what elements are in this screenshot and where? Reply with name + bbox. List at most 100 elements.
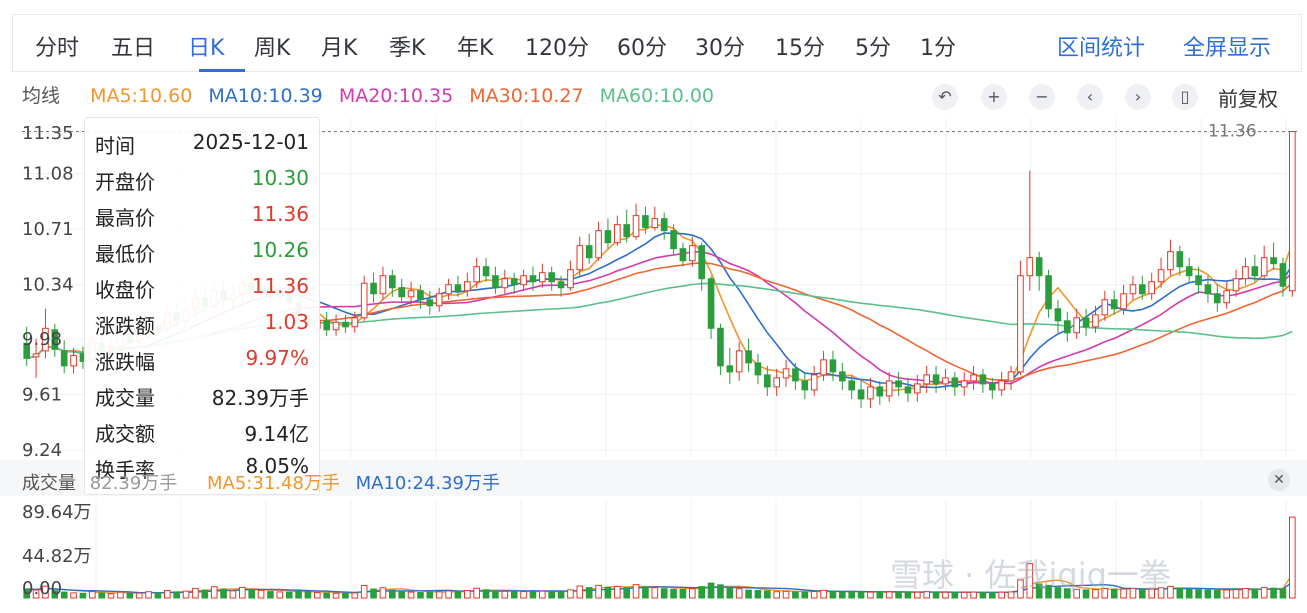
undo-icon[interactable]: ↶ [932, 84, 958, 110]
volume-bar [717, 584, 724, 599]
candle-body [885, 380, 893, 397]
candle-body [689, 245, 696, 262]
volume-bar [70, 592, 77, 599]
candle-body [332, 321, 340, 331]
volume-bar [932, 591, 940, 599]
range-stats-button[interactable]: 区间统计 [1057, 36, 1146, 61]
volume-bar [670, 588, 677, 599]
price-tick-label: 10.71 [22, 219, 74, 240]
volume-bar [707, 582, 715, 599]
volume-bar [745, 589, 752, 599]
volume-bar [1232, 588, 1240, 599]
ma-label: 均线 [22, 85, 61, 107]
volume-bar [79, 592, 87, 599]
candle-body [1242, 266, 1249, 280]
candle-body [435, 293, 443, 307]
candle-body [70, 354, 77, 367]
volume-bar [754, 590, 762, 599]
volume-bar [539, 590, 546, 599]
zoom-out-icon[interactable]: − [1029, 84, 1055, 110]
tab-quarterly-k[interactable]: 季K [389, 36, 426, 61]
volume-bar [304, 591, 312, 599]
candle-body [1289, 130, 1296, 292]
volume-label: 成交量 [22, 473, 76, 494]
candle-body [810, 374, 818, 391]
candle-body [1120, 293, 1127, 310]
volume-bar [1129, 587, 1137, 599]
candle-toggle-icon[interactable]: ▯ [1172, 84, 1198, 110]
tab-monthly-k[interactable]: 月K [321, 36, 358, 61]
volume-bar [820, 589, 827, 599]
tooltip-row: 时间 2025-12-01 [95, 130, 309, 166]
volume-bar [379, 587, 387, 599]
volume-bar [464, 590, 471, 599]
volume-bar [1260, 587, 1268, 599]
candle-body [454, 284, 462, 292]
arrow-left-icon[interactable]: ‹ [1077, 84, 1103, 110]
candle-body [1092, 314, 1099, 328]
candle-body [979, 374, 987, 385]
arrow-right-icon[interactable]: › [1125, 84, 1151, 110]
tab-5min[interactable]: 5分 [855, 36, 891, 61]
candle-body [1214, 293, 1221, 304]
volume-bar [998, 591, 1005, 599]
tab-yearly-k[interactable]: 年K [457, 36, 494, 61]
volume-bar [1120, 588, 1127, 599]
volume-bar [642, 586, 649, 599]
volume-bar [951, 592, 959, 599]
fullscreen-button[interactable]: 全屏显示 [1183, 36, 1272, 61]
ma-legend: 均线 MA5:10.60 MA10:10.39 MA20:10.35 MA30:… [22, 81, 724, 108]
price-adjust-select[interactable]: 前复权 [1218, 87, 1278, 111]
volume-bar [1064, 588, 1071, 599]
volume-bar [529, 591, 537, 599]
volume-bar [342, 592, 349, 599]
tab-1min[interactable]: 1分 [920, 36, 956, 61]
tooltip-value: 9.14亿 [244, 422, 309, 446]
candle-body [1279, 263, 1287, 287]
candle-body [492, 275, 499, 289]
tooltip-row: 涨跌额 1.03 [95, 310, 309, 346]
tab-30min[interactable]: 30分 [695, 36, 745, 61]
candle-body [417, 290, 424, 301]
volume-bar [1279, 588, 1287, 599]
volume-bar [23, 588, 30, 599]
candle-body [642, 215, 649, 229]
candle-body [585, 245, 593, 259]
volume-value: 82.39万手 [89, 473, 178, 494]
tooltip-label: 收盘价 [95, 278, 155, 302]
volume-bar [1054, 587, 1062, 599]
tab-weekly-k[interactable]: 周K [254, 36, 291, 61]
volume-bar [126, 592, 134, 599]
tab-daily-k[interactable]: 日K [188, 36, 225, 61]
tab-five-day[interactable]: 五日 [111, 36, 156, 61]
candle-body [407, 290, 415, 298]
volume-bar [660, 588, 668, 599]
tab-60min[interactable]: 60分 [617, 36, 667, 61]
volume-bar [239, 586, 246, 599]
volume-bar [1176, 587, 1184, 599]
volume-bar [557, 591, 565, 599]
volume-bar [923, 591, 930, 599]
volume-bar [848, 591, 855, 599]
zoom-in-icon[interactable]: + [981, 84, 1007, 110]
volume-bar [567, 589, 574, 599]
volume-bar [192, 587, 199, 599]
tab-minute[interactable]: 分时 [35, 36, 80, 61]
candle-body [876, 386, 884, 397]
volume-bar [632, 584, 640, 599]
tab-120min[interactable]: 120分 [525, 36, 589, 61]
close-icon[interactable]: ✕ [1268, 469, 1290, 491]
tooltip-label: 换手率 [95, 458, 155, 482]
volume-bar [801, 591, 809, 599]
candle-body [1185, 266, 1193, 277]
volume-bar [182, 590, 190, 599]
volume-bar [398, 590, 405, 599]
candle-body [1110, 299, 1118, 310]
volume-bar [1223, 589, 1230, 599]
tooltip-label: 成交量 [95, 386, 155, 410]
candle-body [576, 245, 584, 271]
tab-15min[interactable]: 15分 [775, 36, 825, 61]
candle-body [539, 272, 546, 283]
candle-body [989, 383, 996, 391]
candle-body [482, 266, 490, 277]
